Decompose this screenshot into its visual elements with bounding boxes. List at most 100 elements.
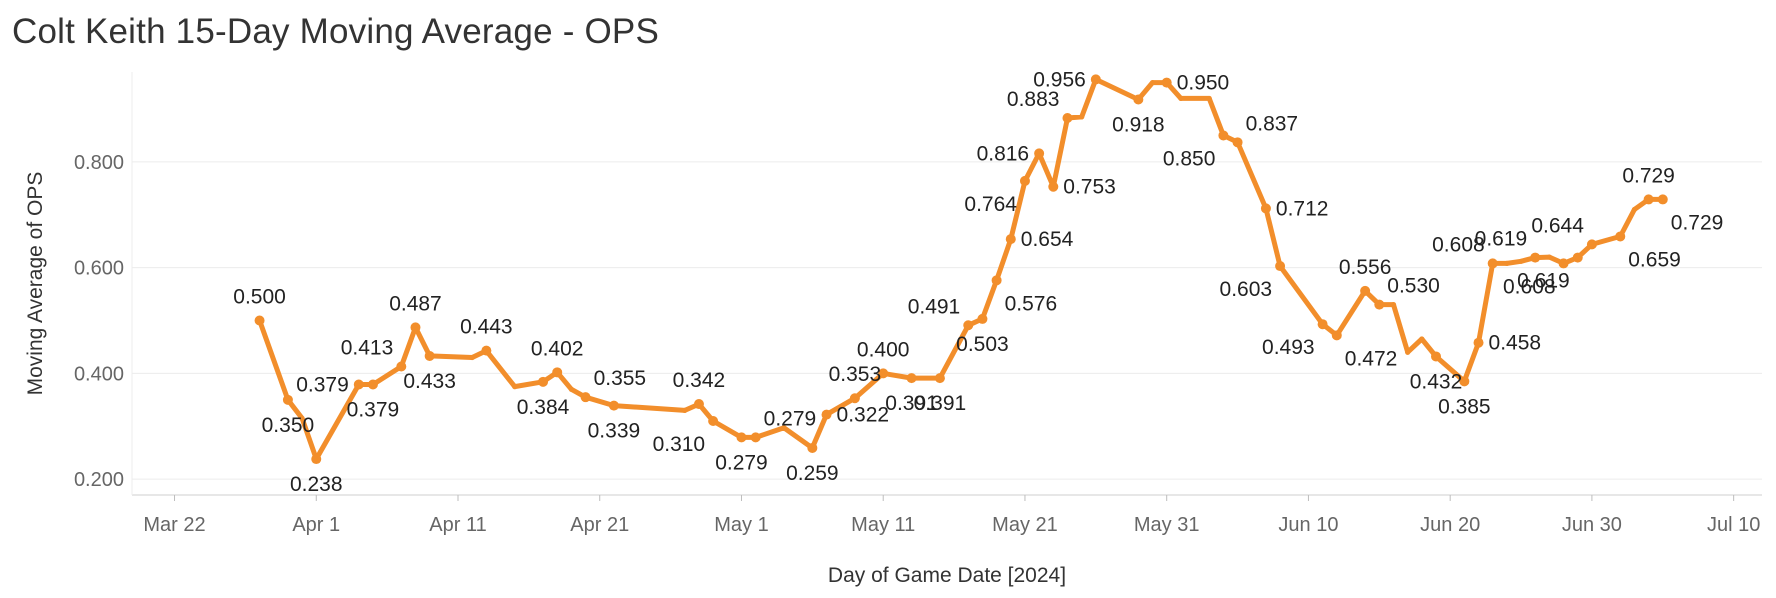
data-point[interactable] <box>807 442 818 453</box>
data-point[interactable] <box>1390 302 1397 308</box>
data-point[interactable] <box>410 322 421 333</box>
data-label: 0.729 <box>1671 211 1724 234</box>
data-label: 0.472 <box>1345 347 1398 370</box>
data-point[interactable] <box>1019 175 1030 186</box>
data-point[interactable] <box>977 313 988 324</box>
data-point[interactable] <box>991 275 1002 286</box>
data-point[interactable] <box>1374 299 1385 310</box>
data-point[interactable] <box>1431 351 1441 362</box>
data-point[interactable] <box>608 400 619 411</box>
data-label: 0.350 <box>262 414 315 437</box>
data-point[interactable] <box>781 425 787 431</box>
data-point[interactable] <box>1657 194 1668 205</box>
data-point[interactable] <box>736 432 747 443</box>
data-label: 0.918 <box>1112 113 1165 136</box>
data-label: 0.753 <box>1063 176 1116 199</box>
data-label: 0.654 <box>1021 228 1074 251</box>
y-tick-label: 0.200 <box>74 469 124 491</box>
data-point[interactable] <box>1218 130 1229 141</box>
x-tick-label: May 31 <box>1134 514 1200 536</box>
data-point[interactable] <box>906 373 917 384</box>
data-point[interactable] <box>1331 330 1342 341</box>
data-point[interactable] <box>367 379 378 390</box>
data-label: 0.238 <box>290 473 343 496</box>
data-point[interactable] <box>1546 254 1552 260</box>
data-label: 0.384 <box>517 396 570 419</box>
data-point[interactable] <box>424 350 435 361</box>
data-label: 0.279 <box>764 407 817 430</box>
data-point[interactable] <box>1317 319 1328 330</box>
data-point[interactable] <box>963 320 974 331</box>
data-point[interactable] <box>1405 349 1411 355</box>
x-tick-label: May 1 <box>714 514 768 536</box>
data-point[interactable] <box>538 376 549 387</box>
data-point[interactable] <box>1034 148 1045 159</box>
data-label: 0.556 <box>1339 256 1392 279</box>
data-point[interactable] <box>849 393 860 404</box>
data-label: 0.443 <box>460 316 513 339</box>
data-point[interactable] <box>821 409 832 420</box>
data-point[interactable] <box>693 399 704 410</box>
data-point[interactable] <box>580 392 591 403</box>
data-point[interactable] <box>1005 234 1016 245</box>
data-point[interactable] <box>1149 79 1156 86</box>
data-point[interactable] <box>1232 137 1243 148</box>
data-point[interactable] <box>299 415 305 421</box>
data-point[interactable] <box>1048 181 1059 192</box>
axes <box>131 72 1762 496</box>
data-point[interactable] <box>254 315 265 326</box>
data-point[interactable] <box>1133 94 1144 105</box>
data-point[interactable] <box>1206 95 1212 102</box>
data-points <box>254 74 1668 465</box>
data-point[interactable] <box>1062 113 1073 124</box>
data-point[interactable] <box>1504 260 1510 267</box>
data-label: 0.503 <box>956 333 1009 356</box>
data-label: 0.603 <box>1220 278 1273 301</box>
data-point[interactable] <box>1586 239 1597 250</box>
data-point[interactable] <box>1275 261 1286 272</box>
data-point[interactable] <box>1161 77 1172 88</box>
data-point[interactable] <box>282 394 293 405</box>
data-point[interactable] <box>353 379 364 390</box>
data-label: 0.608 <box>1503 275 1556 298</box>
x-tick-label: Apr 21 <box>570 514 629 536</box>
data-point[interactable] <box>1615 231 1626 242</box>
data-label: 0.322 <box>837 404 890 427</box>
data-point[interactable] <box>1530 252 1541 263</box>
data-label: 0.400 <box>857 338 910 361</box>
data-point[interactable] <box>1360 285 1371 296</box>
data-point[interactable] <box>1419 336 1425 342</box>
data-point[interactable] <box>469 354 475 361</box>
data-point[interactable] <box>1090 74 1101 85</box>
data-point[interactable] <box>1631 206 1638 213</box>
data-point[interactable] <box>512 384 518 390</box>
data-point[interactable] <box>481 345 492 356</box>
data-point[interactable] <box>1643 194 1654 205</box>
data-label: 0.644 <box>1531 214 1584 237</box>
data-point[interactable] <box>568 386 574 392</box>
data-point[interactable] <box>311 454 322 465</box>
data-point[interactable] <box>396 361 407 372</box>
data-label: 0.379 <box>347 398 400 421</box>
data-point[interactable] <box>682 407 688 413</box>
data-point[interactable] <box>1487 258 1498 269</box>
data-point[interactable] <box>1572 252 1583 263</box>
data-point[interactable] <box>1178 95 1184 102</box>
data-label: 0.391 <box>885 392 938 415</box>
data-point[interactable] <box>552 367 563 378</box>
data-point[interactable] <box>1260 203 1271 214</box>
data-label: 0.956 <box>1033 68 1086 91</box>
data-point[interactable] <box>1079 114 1085 120</box>
data-point[interactable] <box>1459 376 1470 387</box>
data-point[interactable] <box>1518 258 1524 264</box>
data-point[interactable] <box>878 368 889 379</box>
data-point[interactable] <box>708 415 719 426</box>
data-point[interactable] <box>934 373 945 384</box>
y-axis-title: Moving Average of OPS <box>24 172 47 396</box>
data-point[interactable] <box>750 432 761 443</box>
data-point[interactable] <box>1558 258 1569 269</box>
data-point[interactable] <box>1473 337 1484 348</box>
x-tick-label: Jun 30 <box>1562 514 1622 536</box>
x-tick-label: Jun 20 <box>1420 514 1480 536</box>
